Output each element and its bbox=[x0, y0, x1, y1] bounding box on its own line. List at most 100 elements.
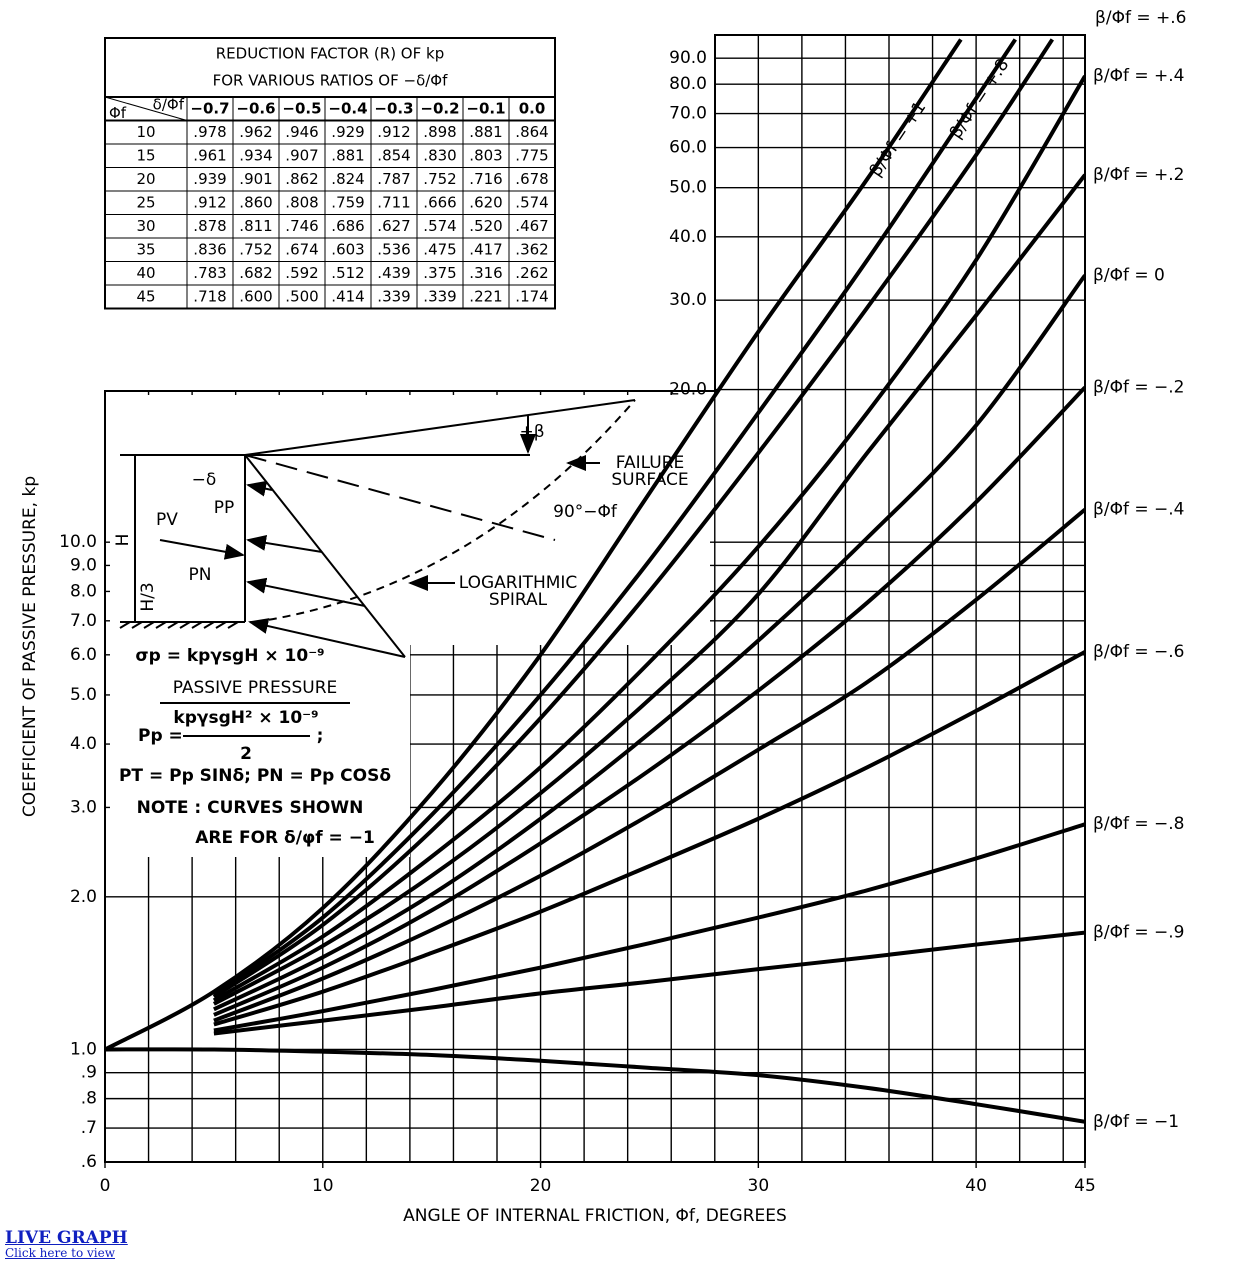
curve bbox=[213, 822, 1085, 1033]
table-cell: .439 bbox=[377, 264, 410, 282]
y-tick-label: .8 bbox=[81, 1089, 97, 1109]
table-cell: .339 bbox=[377, 287, 410, 305]
annotation: +β bbox=[519, 422, 544, 442]
table-header: 0.0 bbox=[519, 99, 546, 117]
table-cell: .520 bbox=[469, 217, 502, 235]
table-cell: .775 bbox=[515, 146, 548, 164]
table-cell: 15 bbox=[136, 146, 155, 164]
y-tick-label: 4.0 bbox=[70, 734, 97, 754]
table-cell: .574 bbox=[515, 193, 548, 211]
page: {"chart_data": {"type": "line", "x_label… bbox=[5, 8, 1187, 1259]
table-cell: .759 bbox=[331, 193, 364, 211]
y-tick-label: 3.0 bbox=[70, 797, 97, 817]
table-cell: .174 bbox=[515, 287, 548, 305]
y-tick-label: 2.0 bbox=[70, 887, 97, 907]
annotation: PASSIVE PRESSURE bbox=[173, 678, 338, 698]
table-cell: .864 bbox=[515, 123, 548, 141]
reduction-table: REDUCTION FACTOR (R) OF kp FOR VARIOUS RA… bbox=[104, 37, 556, 310]
series-label: β/Φf = −.4 bbox=[1093, 500, 1184, 520]
annotation: ; bbox=[317, 726, 324, 746]
table-cell: .929 bbox=[331, 123, 364, 141]
annotation: ARE FOR δ/φf = −1 bbox=[195, 828, 375, 848]
x-tick-label: 45 bbox=[1074, 1176, 1096, 1196]
table-cell: .221 bbox=[469, 287, 502, 305]
x-tick-label: 10 bbox=[312, 1176, 334, 1196]
annotation: PP bbox=[214, 498, 235, 518]
annotation: H bbox=[113, 534, 133, 547]
series-label: β/Φf = +.4 bbox=[1093, 66, 1184, 86]
series-label: β/Φf = +.6 bbox=[1095, 8, 1186, 28]
table-cell: .824 bbox=[331, 170, 364, 188]
y-tick-label: 5.0 bbox=[70, 685, 97, 705]
link-title[interactable]: LIVE GRAPH bbox=[5, 1228, 128, 1248]
series-label: β/Φf = −.8 bbox=[1093, 814, 1184, 834]
table-cell: .962 bbox=[239, 123, 272, 141]
table-cell: .682 bbox=[239, 264, 272, 282]
live-graph-link[interactable]: LIVE GRAPH Click here to view bbox=[5, 1228, 128, 1260]
curve bbox=[212, 38, 1017, 997]
table-cell: 45 bbox=[136, 287, 155, 305]
annotation: LOGARITHMIC bbox=[459, 573, 578, 593]
table-frame bbox=[104, 37, 556, 310]
x-tick-label: 20 bbox=[530, 1176, 552, 1196]
table-cell: .783 bbox=[193, 264, 226, 282]
curve bbox=[212, 38, 1054, 999]
annotation: PV bbox=[156, 510, 178, 530]
table-cell: 25 bbox=[136, 193, 155, 211]
annotation: Pp = bbox=[138, 726, 183, 746]
annotation: FAILURE bbox=[616, 453, 684, 473]
table-header: Φf bbox=[109, 104, 127, 122]
table-cell: .686 bbox=[331, 217, 364, 235]
y-tick-label: 40.0 bbox=[669, 227, 707, 247]
table-cell: .881 bbox=[331, 146, 364, 164]
y-tick-label: 10.0 bbox=[59, 532, 97, 552]
chart: REDUCTION FACTOR (R) OF kp FOR VARIOUS RA… bbox=[20, 8, 1186, 1225]
y-tick-label: .7 bbox=[81, 1118, 97, 1138]
table-cell: .678 bbox=[515, 170, 548, 188]
table-cell: 30 bbox=[136, 217, 155, 235]
table-header: −0.2 bbox=[420, 99, 459, 117]
y-tick-label: 60.0 bbox=[669, 138, 707, 158]
x-axis-label: ANGLE OF INTERNAL FRICTION, Φf, DEGREES bbox=[403, 1206, 787, 1225]
y-tick-label: .9 bbox=[81, 1063, 97, 1083]
table-cell: 10 bbox=[136, 123, 155, 141]
table-cell: .512 bbox=[331, 264, 364, 282]
curve bbox=[212, 173, 1085, 1006]
link-subtitle[interactable]: Click here to view bbox=[5, 1246, 115, 1260]
series-label: β/Φf = 0 bbox=[1093, 265, 1165, 285]
annotation: SURFACE bbox=[611, 470, 688, 490]
table-cell: .939 bbox=[193, 170, 226, 188]
table-cell: .808 bbox=[285, 193, 318, 211]
table-cell: .881 bbox=[469, 123, 502, 141]
table-cell: .475 bbox=[423, 240, 456, 258]
annotation: H/3 bbox=[138, 582, 158, 611]
curve bbox=[213, 274, 1085, 1012]
table-cell: .620 bbox=[469, 193, 502, 211]
table-header: −0.6 bbox=[236, 99, 275, 117]
table-cell: .592 bbox=[285, 264, 318, 282]
table-cell: .854 bbox=[377, 146, 410, 164]
table-cell: .746 bbox=[285, 217, 318, 235]
series-label: β/Φf = +.8 bbox=[946, 55, 1013, 142]
y-tick-label: 6.0 bbox=[70, 645, 97, 665]
table-cell: .500 bbox=[285, 287, 318, 305]
table-cell: .603 bbox=[331, 240, 364, 258]
x-tick-label: 40 bbox=[965, 1176, 987, 1196]
table-cell: .811 bbox=[239, 217, 272, 235]
table-cell: .946 bbox=[285, 123, 318, 141]
table-cell: .961 bbox=[193, 146, 226, 164]
curve bbox=[213, 385, 1085, 1017]
y-tick-label: 9.0 bbox=[70, 555, 97, 575]
series-label: β/Φf = +.2 bbox=[1093, 165, 1184, 185]
table-cell: .787 bbox=[377, 170, 410, 188]
x-tick-label: 30 bbox=[748, 1176, 770, 1196]
series-label: β/Φf = −.9 bbox=[1093, 923, 1184, 943]
annotation: 90°−Φf bbox=[553, 502, 618, 522]
table-cell: .262 bbox=[515, 264, 548, 282]
curves bbox=[105, 38, 1085, 1124]
annotation: σp = kpγsgH × 10⁻⁹ bbox=[135, 646, 324, 666]
annotation: NOTE : CURVES SHOWN bbox=[137, 798, 364, 818]
table-cell: .934 bbox=[239, 146, 272, 164]
table-cell: .674 bbox=[285, 240, 318, 258]
table-cell: .414 bbox=[331, 287, 364, 305]
